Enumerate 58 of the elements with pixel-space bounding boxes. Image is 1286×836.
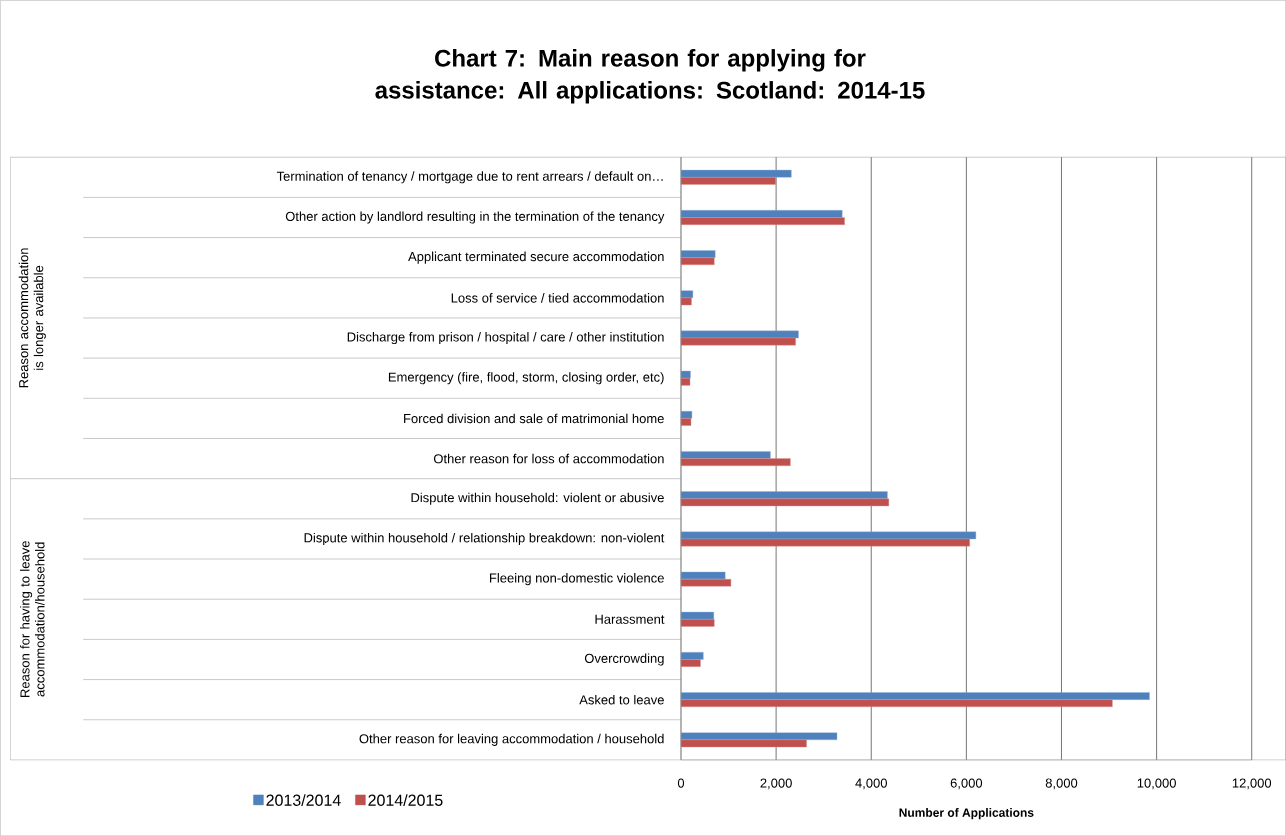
bar	[680, 217, 845, 225]
y-tick-label: Dispute within household / relationship breakdown: non-violent	[304, 532, 665, 545]
bar	[680, 169, 792, 178]
y-tick-label: Overcrowding	[584, 653, 664, 666]
y-tick-label: Applicant terminated secure accommodation	[408, 251, 664, 264]
bar	[680, 418, 692, 426]
bar	[680, 732, 838, 740]
y-tick-label: Forced division and sale of matrimonial home	[404, 413, 664, 424]
y-tick-label: Discharge from prison / hospital / care / other institution	[347, 331, 664, 345]
bar	[680, 611, 715, 620]
bar	[680, 410, 693, 419]
bar	[680, 330, 799, 339]
y-tick-label: Harassment	[595, 614, 665, 624]
bar	[680, 257, 715, 265]
bar	[680, 692, 1150, 700]
y-tick-label: Dispute within household: violent or abusive	[411, 492, 664, 505]
bar	[680, 290, 694, 298]
legend-label: 2013/2014	[266, 794, 341, 806]
x-tick-label: 2,000	[760, 778, 792, 790]
bar	[680, 699, 1113, 707]
bar	[680, 652, 704, 660]
y-tick-label: Loss of service / tied accommodation	[451, 292, 664, 303]
legend-label: 2014/2015	[368, 794, 443, 806]
bar	[680, 451, 771, 459]
bar	[680, 370, 691, 379]
bar	[680, 337, 796, 346]
y-tick-label: Emergency (fire, flood, storm, closing order, etc)	[388, 372, 664, 385]
bar	[680, 571, 726, 580]
bar	[680, 458, 791, 466]
x-axis-title: Number of Applications	[899, 807, 1034, 820]
x-tick-label: 0	[677, 778, 685, 788]
x-tick-label: 6,000	[950, 778, 983, 790]
bar	[680, 177, 776, 185]
y-tick-label: Fleeing non-domestic violence	[490, 572, 664, 586]
bar	[680, 659, 701, 667]
bar	[680, 739, 807, 748]
bar	[680, 377, 691, 386]
bar	[680, 297, 692, 306]
text: Reason accommodation is longer available	[18, 248, 46, 388]
text: Reason for having to leave accommodation/household	[20, 541, 45, 697]
y-tick-label: Other reason for leaving accommodation / household	[359, 733, 664, 746]
bar	[680, 210, 843, 218]
y-tick-label: Asked to leave	[579, 694, 664, 705]
x-tick-label: 12,000	[1232, 778, 1272, 790]
chart-title: Chart 7: Main reason for applying for assistance: All applications: Scotland: 2014-15	[375, 48, 925, 104]
y-tick-label: Other reason for loss of accommodation	[433, 453, 664, 464]
bar	[680, 491, 888, 499]
x-tick-label: 10,000	[1137, 778, 1176, 790]
y-tick-label: Other action by landlord resulting in the termination of the tenancy	[285, 211, 665, 224]
y-tick-label: Termination of tenancy / mortgage due to rent arrears / default on…	[276, 171, 663, 184]
bar	[680, 498, 890, 507]
x-tick-label: 4,000	[855, 778, 887, 790]
bar	[680, 538, 970, 547]
bar	[680, 250, 716, 258]
bar	[680, 531, 977, 540]
bar	[680, 578, 732, 587]
x-tick-label: 8,000	[1045, 778, 1078, 790]
bar	[680, 619, 715, 627]
